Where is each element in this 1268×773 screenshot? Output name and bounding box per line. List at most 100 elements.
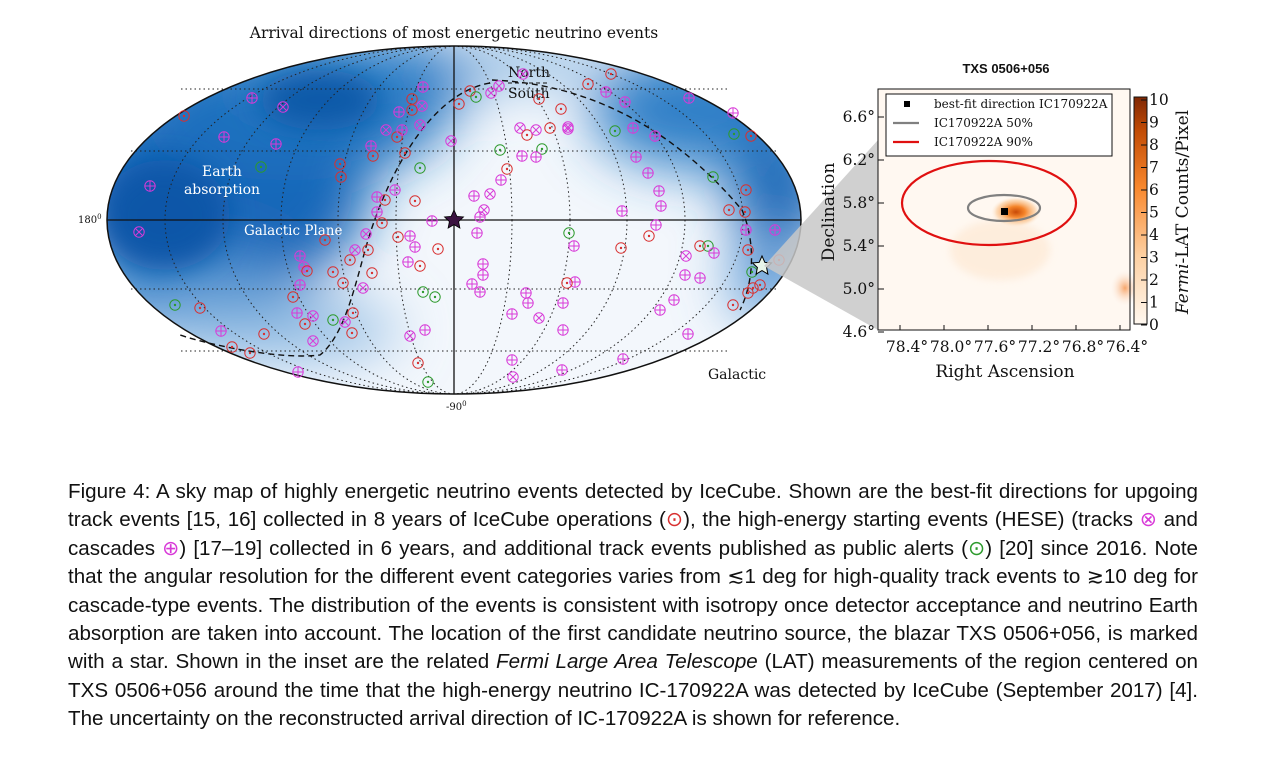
upgoing-track-marker — [346, 327, 358, 339]
inset-ticks: 78.4° 78.0° 77.6° 77.2° 76.8° 76.4° 6.6° 6.2° 5.… — [843, 108, 1149, 356]
hese-cascade-marker — [619, 96, 631, 108]
upgoing-track-marker — [327, 266, 339, 278]
upgoing-track-marker — [643, 230, 655, 242]
hese-cascade-marker — [642, 167, 654, 179]
hese-cascade-marker — [291, 307, 303, 319]
hese-cascade-marker — [393, 106, 405, 118]
figure-caption: Figure 4: A sky map of highly energetic … — [68, 478, 1198, 734]
colorbar-tick-label: 3 — [1149, 249, 1159, 267]
colorbar-tick-label: 6 — [1149, 181, 1159, 199]
label-south: South — [508, 86, 550, 102]
upgoing-track-marker — [287, 291, 299, 303]
neutrino-events — [133, 68, 785, 388]
public-alert-marker — [536, 143, 548, 155]
hese-cascade-marker — [600, 86, 612, 98]
label-earth-absorption-1: Earth — [202, 164, 242, 180]
upgoing-track-marker — [740, 184, 752, 196]
hese-cascade-marker — [506, 308, 518, 320]
caption-fermi-lat: Fermi Large Area Telescope — [496, 650, 758, 674]
hese-cascade-marker — [371, 191, 383, 203]
hese-track-marker — [530, 124, 542, 136]
public-alert-marker — [169, 299, 181, 311]
hese-cascade-marker — [144, 180, 156, 192]
hese-cascade-marker — [396, 124, 408, 136]
hese-cascade-marker — [417, 81, 429, 93]
public-alert-marker — [563, 227, 575, 239]
public-alert-marker — [728, 128, 740, 140]
hese-track-marker — [307, 310, 319, 322]
hese-cascade-marker — [727, 107, 739, 119]
upgoing-track-marker — [258, 328, 270, 340]
galactic-plane-curve — [179, 82, 491, 357]
caption-text-2: ), the high-energy starting events (HESE… — [683, 508, 1140, 532]
upgoing-track-marker — [194, 302, 206, 314]
hese-track-marker — [307, 335, 319, 347]
colorbar-tick-label: 8 — [1149, 136, 1159, 154]
upgoing-track-marker — [742, 244, 754, 256]
hese-cascade-marker — [468, 190, 480, 202]
upgoing-track-marker — [226, 341, 238, 353]
public-alert-marker — [429, 291, 441, 303]
hese-track-marker — [517, 68, 529, 80]
upgoing-track-marker — [376, 217, 388, 229]
hese-cascade-marker — [616, 205, 628, 217]
upgoing-track-marker — [754, 279, 766, 291]
hese-cascade-marker — [419, 324, 431, 336]
hese-track-marker — [133, 226, 145, 238]
hese-track-marker — [357, 282, 369, 294]
hese-cascade-marker — [568, 240, 580, 252]
hese-cascade-marker — [740, 224, 752, 236]
upgoing-track-marker — [582, 78, 594, 90]
hese-cascade-marker — [650, 219, 662, 231]
sky-map: Arrival directions of most energetic neu… — [78, 24, 878, 413]
upgoing-track-marker — [555, 103, 567, 115]
public-alert-marker — [470, 91, 482, 103]
x-tick-label: 77.2° — [1018, 338, 1060, 356]
caption-text-1: Figure 4: A sky map of highly energetic … — [68, 480, 1198, 532]
hese-cascade-marker — [215, 325, 227, 337]
legend-90: IC170922A 90% — [934, 135, 1033, 149]
best-fit-marker — [1001, 208, 1008, 215]
public-alert-marker — [255, 161, 267, 173]
hese-cascade-marker — [409, 241, 421, 253]
hese-cascade-marker — [708, 247, 720, 259]
upgoing-track-marker — [694, 240, 706, 252]
inset-legend: best-fit direction IC170922A IC170922A 5… — [885, 93, 1113, 157]
hese-cascade-marker — [522, 297, 534, 309]
hese-cascade-marker — [557, 297, 569, 309]
x-tick-label: 76.4° — [1106, 338, 1148, 356]
y-tick-label: 5.8° — [843, 194, 875, 212]
hese-track-marker — [277, 101, 289, 113]
hese-cascade-marker — [477, 258, 489, 270]
upgoing-track-marker — [739, 206, 751, 218]
symbol-hese-track: ⊗ — [1139, 508, 1157, 532]
hese-cascade-marker — [617, 353, 629, 365]
colorbar-tick-label: 0 — [1149, 316, 1159, 334]
hese-cascade-marker — [655, 200, 667, 212]
hese-cascade-marker — [683, 92, 695, 104]
hese-track-marker — [339, 316, 351, 328]
upgoing-track-marker — [544, 122, 556, 134]
public-alert-marker — [422, 376, 434, 388]
hese-cascade-marker — [477, 269, 489, 281]
upgoing-track-marker — [335, 171, 347, 183]
hese-cascade-marker — [402, 256, 414, 268]
legend-best-fit: best-fit direction IC170922A — [934, 97, 1108, 111]
upgoing-track-marker — [344, 254, 356, 266]
hese-cascade-marker — [292, 366, 304, 378]
public-alert-marker — [609, 125, 621, 137]
hese-cascade-marker — [556, 364, 568, 376]
hese-track-marker — [507, 371, 519, 383]
hese-track-marker — [514, 122, 526, 134]
caption-text-7: (LAT) measurements of the region centere… — [68, 650, 1198, 731]
upgoing-track-marker — [464, 85, 476, 97]
hese-track-marker — [445, 135, 457, 147]
public-alert-marker — [327, 314, 339, 326]
hese-cascade-marker — [649, 130, 661, 142]
x-tick-label: 76.8° — [1062, 338, 1104, 356]
symbol-upgoing-track: ⊙ — [665, 508, 684, 532]
label-180: 1800 — [78, 213, 102, 226]
upgoing-track-marker — [409, 195, 421, 207]
upgoing-track-marker — [533, 93, 545, 105]
upgoing-track-marker — [501, 163, 513, 175]
